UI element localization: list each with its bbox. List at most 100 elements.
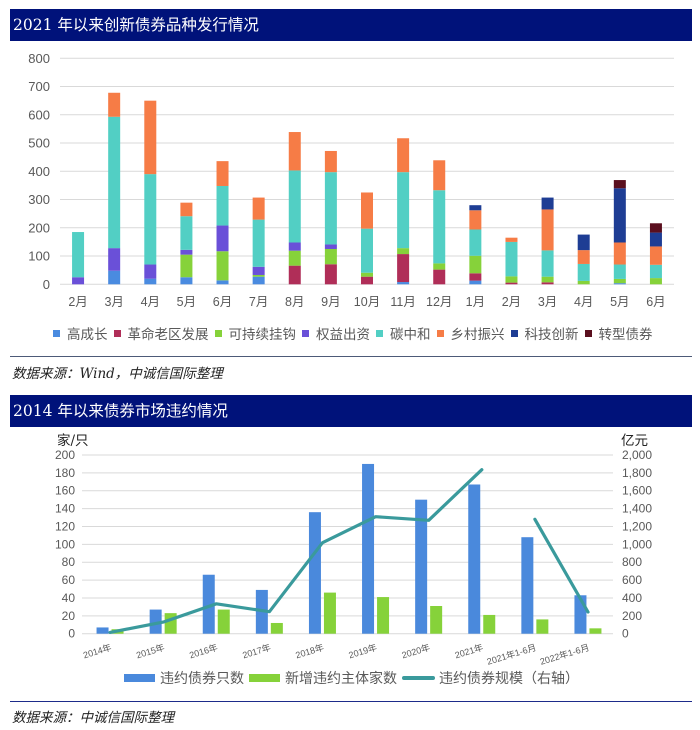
bar-segment-high-growth bbox=[252, 276, 265, 285]
bar-default-bond-count bbox=[362, 463, 375, 634]
bar-segment-old-revolutionary-area bbox=[324, 264, 337, 285]
right-axis-title: 亿元 bbox=[621, 433, 648, 449]
y-tick-label: 0 bbox=[43, 277, 50, 292]
bar-new-defaulting-issuers bbox=[164, 613, 177, 634]
x-tick-label: 7月 bbox=[249, 295, 268, 309]
bar-segment-carbon-neutral bbox=[649, 264, 662, 279]
legend-swatch bbox=[376, 329, 383, 337]
bar-segment-sustainability-linked bbox=[397, 248, 410, 255]
legend-label: 违约债券规模（右轴） bbox=[439, 671, 579, 687]
bar-segment-sustainability-linked bbox=[324, 248, 337, 265]
legend-label: 高成长 bbox=[67, 327, 108, 343]
bar-segment-sustainability-linked bbox=[252, 274, 265, 277]
right-y-tick-label: 1,600 bbox=[622, 484, 652, 498]
bar-segment-rural-revitalization bbox=[288, 132, 301, 171]
bar-new-defaulting-issuers bbox=[270, 622, 283, 634]
bar-new-defaulting-issuers bbox=[483, 614, 496, 634]
legend-swatch bbox=[436, 329, 444, 337]
bar-segment-sci-tech-innovation bbox=[649, 232, 662, 247]
chart1-separator bbox=[10, 356, 692, 357]
x-tick-label: 10月 bbox=[354, 295, 380, 309]
bar-default-bond-count bbox=[468, 484, 481, 634]
left-y-tick-label: 60 bbox=[62, 573, 76, 587]
bar-segment-rural-revitalization bbox=[577, 250, 590, 264]
bar-segment-high-growth bbox=[108, 270, 121, 285]
x-tick-label: 11月 bbox=[390, 295, 415, 309]
bar-default-bond-count bbox=[149, 609, 162, 634]
x-tick-label: 2月 bbox=[502, 295, 521, 309]
bar-new-defaulting-issuers bbox=[430, 606, 443, 634]
bar-segment-old-revolutionary-area bbox=[361, 276, 373, 285]
x-tick-label: 2021年 bbox=[453, 641, 484, 660]
bar-segment-rural-revitalization bbox=[505, 237, 518, 242]
legend-item-default-amount: 违约债券规模（右轴） bbox=[402, 668, 579, 688]
legend-item-equity-investment: 权益出资 bbox=[302, 323, 370, 343]
legend-swatch bbox=[53, 329, 60, 337]
legend-swatch bbox=[249, 674, 280, 682]
y-tick-label: 100 bbox=[28, 249, 50, 264]
bar-segment-equity-investment bbox=[216, 225, 229, 252]
left-y-tick-label: 180 bbox=[55, 466, 75, 480]
chart2-source-note: 数据来源：中诚信国际整理 bbox=[12, 710, 174, 726]
line-segment bbox=[533, 517, 590, 614]
bar-stack bbox=[505, 237, 518, 285]
bar-stack bbox=[361, 192, 373, 285]
legend-label: 革命老区发展 bbox=[127, 327, 209, 343]
legend-label: 碳中和 bbox=[390, 327, 431, 343]
bar-stack bbox=[252, 197, 265, 285]
bar-segment-high-growth bbox=[180, 277, 193, 285]
y-gridlines bbox=[60, 57, 674, 285]
bar-segment-old-revolutionary-area bbox=[433, 269, 446, 285]
bar-segment-rural-revitalization bbox=[397, 138, 410, 173]
legend-swatch bbox=[124, 674, 155, 682]
bar-segment-carbon-neutral bbox=[397, 172, 410, 249]
bar-segment-sustainability-linked bbox=[433, 263, 446, 270]
y-tick-label: 800 bbox=[28, 51, 50, 66]
legend-item-transition: 转型债券 bbox=[584, 323, 653, 343]
bar-segment-high-growth bbox=[469, 280, 482, 285]
right-y-tick-label: 200 bbox=[622, 609, 642, 623]
bar-new-defaulting-issuers bbox=[377, 597, 390, 634]
bar-segment-rural-revitalization bbox=[649, 246, 662, 265]
x-tick-label: 2月 bbox=[68, 295, 87, 309]
bar-default-bond-count bbox=[308, 512, 321, 634]
bar-stack bbox=[288, 132, 301, 285]
bar-segment-sustainability-linked bbox=[361, 272, 373, 277]
bar-segment-carbon-neutral bbox=[108, 116, 121, 249]
left-y-axis-labels: 0 20 40 60 80 100 120 140 160 180 200 bbox=[55, 448, 75, 641]
x-tick-label: 8月 bbox=[285, 295, 304, 309]
bar-segment-transition bbox=[649, 223, 662, 233]
bar-stack bbox=[577, 234, 590, 285]
bar-segment-rural-revitalization bbox=[216, 161, 229, 186]
x-tick-label: 5月 bbox=[610, 295, 629, 309]
bar-segment-equity-investment bbox=[72, 277, 85, 285]
bar-segment-sustainability-linked bbox=[577, 280, 590, 285]
bar-segment-carbon-neutral bbox=[288, 170, 301, 243]
bar-segment-carbon-neutral bbox=[72, 232, 85, 278]
bar-segment-equity-investment bbox=[288, 242, 301, 251]
bar-segment-carbon-neutral bbox=[505, 241, 518, 277]
bar-segment-sustainability-linked bbox=[288, 250, 301, 266]
y-axis-labels: 0 100 200 300 400 500 600 700 800 bbox=[28, 51, 50, 292]
bar-segment-rural-revitalization bbox=[361, 192, 373, 229]
bar-segment-carbon-neutral bbox=[180, 216, 193, 250]
legend-label: 权益出资 bbox=[316, 327, 370, 343]
bar-segment-carbon-neutral bbox=[252, 219, 265, 267]
bar-segment-rural-revitalization bbox=[469, 210, 482, 230]
bar-segment-sustainability-linked bbox=[505, 276, 518, 283]
right-y-tick-label: 1,000 bbox=[622, 537, 652, 551]
y-tick-label: 300 bbox=[28, 192, 50, 207]
legend-swatch bbox=[510, 329, 518, 337]
bar-segment-high-growth bbox=[397, 282, 410, 285]
right-y-tick-label: 800 bbox=[622, 555, 642, 569]
bar-segment-sustainability-linked bbox=[613, 278, 626, 284]
x-tick-label: 1月 bbox=[466, 295, 485, 309]
bar-stack bbox=[613, 180, 626, 285]
y-tick-label: 200 bbox=[28, 220, 50, 235]
bar-segment-equity-investment bbox=[180, 249, 193, 255]
legend-swatch bbox=[113, 329, 121, 337]
bar-segment-carbon-neutral bbox=[613, 264, 626, 279]
x-tick-label: 2021年1-6月 bbox=[485, 641, 537, 666]
bar-segment-old-revolutionary-area bbox=[397, 254, 410, 283]
left-y-tick-label: 80 bbox=[62, 555, 76, 569]
